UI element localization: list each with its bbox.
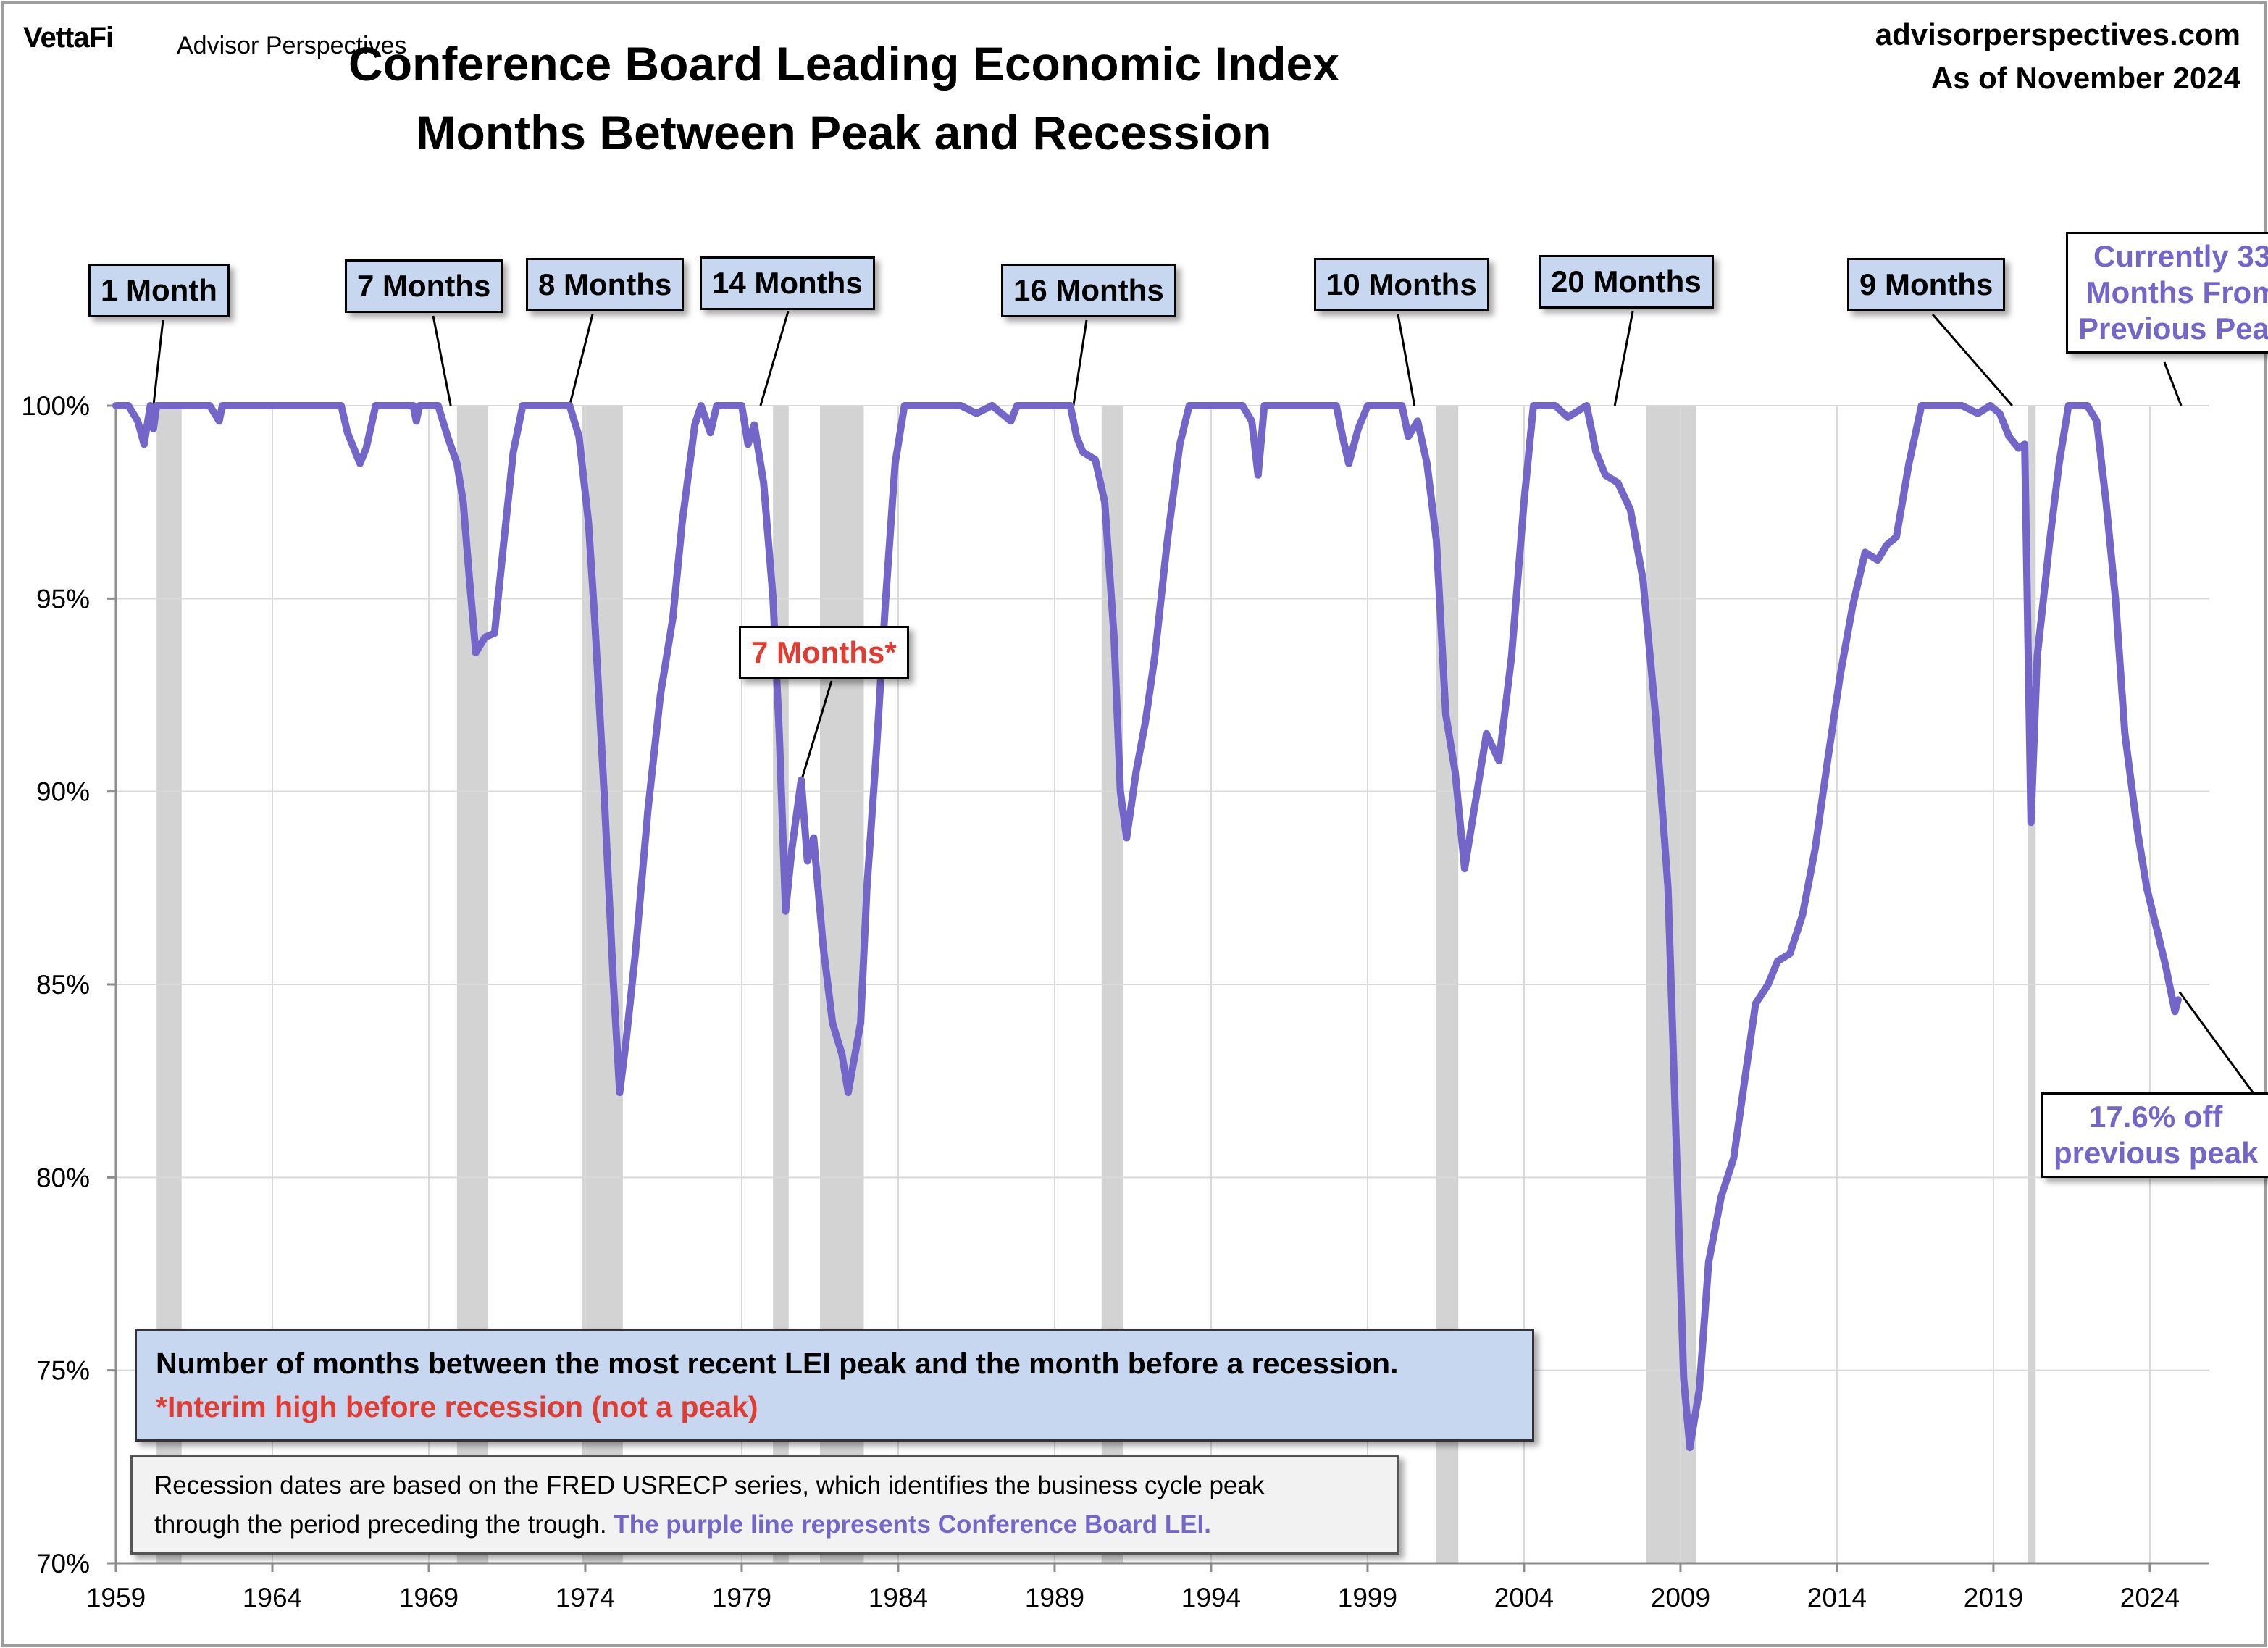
y-tick-label-1: 75% bbox=[36, 1356, 90, 1386]
months-note-box: Number of months between the most recent… bbox=[135, 1329, 1534, 1442]
callout-pointer-10 bbox=[2178, 991, 2254, 1093]
callout-pointer-2 bbox=[568, 314, 594, 406]
callout-pointer-7 bbox=[1613, 311, 1634, 406]
x-tick-label-2: 1969 bbox=[399, 1583, 459, 1613]
y-tick-label-3: 85% bbox=[36, 970, 90, 1000]
callout-pointer-9 bbox=[2163, 361, 2183, 406]
source-line-2: through the period preceding the trough.… bbox=[154, 1510, 1211, 1539]
callout-2020: 9 Months bbox=[1847, 258, 2006, 311]
x-tick-label-4: 1979 bbox=[712, 1583, 771, 1613]
callout-2007: 20 Months bbox=[1539, 255, 1714, 309]
note-line-2: *Interim high before recession (not a pe… bbox=[156, 1390, 758, 1423]
callout-pointer-5 bbox=[1072, 319, 1088, 406]
callout-1990: 16 Months bbox=[1001, 264, 1176, 317]
axes: 70% 75% 80% 85% 90% 95% 100% 1959 1964 1969 1974 19… bbox=[21, 391, 2209, 1613]
callout-current: Currently 33 Months From Previous Peak bbox=[2066, 232, 2268, 354]
source-line-2b: The purple line represents Conference Bo… bbox=[614, 1510, 1211, 1539]
x-tick-label-9: 2004 bbox=[1494, 1583, 1554, 1613]
x-tick-label-5: 1984 bbox=[869, 1583, 928, 1613]
x-tick-label-6: 1989 bbox=[1025, 1583, 1084, 1613]
callout-current-line-1: Currently 33 bbox=[2093, 239, 2268, 273]
x-tick-label-11: 2014 bbox=[1807, 1583, 1867, 1613]
x-tick-label-0: 1959 bbox=[86, 1583, 146, 1613]
x-tick-label-1: 1964 bbox=[243, 1583, 302, 1613]
callout-pointer-4 bbox=[797, 680, 833, 792]
callout-pointer-1 bbox=[432, 315, 452, 406]
chart-title-line-2: Months Between Peak and Recession bbox=[416, 106, 1272, 159]
x-tick-label-7: 1994 bbox=[1181, 1583, 1241, 1613]
callout-pointer-0 bbox=[152, 319, 164, 406]
y-tick-label-5: 95% bbox=[36, 584, 90, 614]
lei-series-line-0 bbox=[112, 402, 2182, 1452]
callout-off-peak-line-2: previous peak bbox=[2054, 1136, 2259, 1170]
callout-1981-interim: 7 Months* bbox=[739, 626, 909, 679]
callout-off-peak-line-1: 17.6% off bbox=[2089, 1100, 2223, 1134]
note-line-1: Number of months between the most recent… bbox=[156, 1347, 1399, 1380]
callout-pointer-6 bbox=[1397, 314, 1416, 406]
source-note-box: Recession dates are based on the FRED US… bbox=[130, 1455, 1399, 1555]
source-line-2a: through the period preceding the trough. bbox=[154, 1510, 607, 1539]
x-tick-label-3: 1974 bbox=[556, 1583, 615, 1613]
callout-1960: 1 Month bbox=[88, 264, 230, 317]
x-tick-label-10: 2009 bbox=[1651, 1583, 1710, 1613]
x-tick-label-13: 2024 bbox=[2120, 1583, 2180, 1613]
source-url: advisorperspectives.com bbox=[1875, 17, 2240, 51]
y-tick-label-6: 100% bbox=[21, 391, 90, 421]
brand-subtitle: Advisor Perspectives bbox=[177, 32, 407, 59]
x-tick-label-8: 1999 bbox=[1338, 1583, 1397, 1613]
callout-pointers bbox=[152, 311, 2254, 1093]
y-tick-label-0: 70% bbox=[36, 1549, 90, 1578]
callout-2001: 10 Months bbox=[1314, 258, 1489, 311]
brand-logo: VettaFi bbox=[23, 22, 114, 54]
x-tick-label-12: 2019 bbox=[1964, 1583, 2023, 1613]
chart-title-line-1: Conference Board Leading Economic Index bbox=[348, 37, 1339, 91]
lei-line-layer bbox=[112, 402, 2182, 1452]
callout-pointer-3 bbox=[759, 311, 790, 406]
source-line-1: Recession dates are based on the FRED US… bbox=[154, 1471, 1265, 1499]
callout-1980: 14 Months bbox=[700, 256, 875, 310]
callout-1969: 7 Months bbox=[345, 259, 503, 313]
y-tick-label-4: 90% bbox=[36, 777, 90, 807]
as-of-date: As of November 2024 bbox=[1930, 61, 2240, 95]
callout-current-line-2: Months From bbox=[2085, 275, 2268, 309]
callout-pointer-8 bbox=[1931, 314, 2013, 406]
callout-off-peak: 17.6% off previous peak bbox=[2041, 1092, 2268, 1178]
y-tick-label-2: 80% bbox=[36, 1163, 90, 1192]
callout-1973: 8 Months bbox=[526, 258, 685, 311]
callout-current-line-3: Previous Peak bbox=[2078, 311, 2268, 346]
